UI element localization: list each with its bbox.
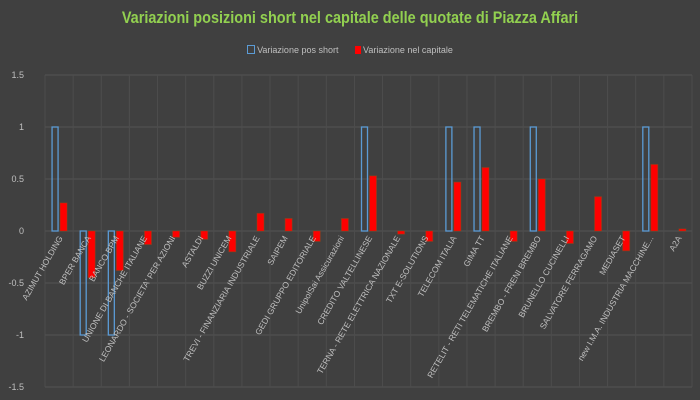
x-tick-label: CREDITO VALTELLINESE bbox=[315, 234, 374, 327]
bar-variazione-capitale bbox=[172, 230, 181, 238]
bar-variazione-pos-short bbox=[79, 230, 87, 336]
x-tick-label: AZIMUT HOLDING bbox=[20, 234, 65, 302]
x-tick-label: MEDIASET bbox=[597, 234, 627, 277]
y-tick-label: 0.5 bbox=[11, 174, 24, 184]
bar-variazione-pos-short bbox=[360, 126, 369, 232]
bar-variazione-pos-short bbox=[107, 230, 115, 336]
y-tick-label: -1.5 bbox=[8, 382, 24, 392]
bar-variazione-pos-short bbox=[473, 126, 481, 232]
bar-variazione-capitale bbox=[256, 212, 265, 232]
bar-variazione-capitale bbox=[228, 230, 237, 253]
bar-variazione-capitale bbox=[509, 230, 518, 242]
bar-variazione-pos-short bbox=[529, 126, 537, 232]
bar-variazione-capitale bbox=[678, 228, 687, 232]
x-tick-label: BRUNELLO CUCINELLI bbox=[516, 234, 571, 319]
x-tick-label: A2A bbox=[667, 234, 684, 253]
y-tick-label: -0.5 bbox=[8, 278, 24, 288]
bar-variazione-pos-short bbox=[642, 126, 650, 232]
y-tick-label: 0 bbox=[19, 226, 24, 236]
bar-variazione-capitale bbox=[143, 230, 152, 246]
bar-variazione-pos-short bbox=[51, 126, 59, 232]
bar-variazione-capitale bbox=[87, 230, 96, 279]
bar-variazione-capitale bbox=[622, 230, 631, 252]
bar-variazione-capitale bbox=[200, 230, 209, 240]
bar-variazione-capitale bbox=[481, 167, 490, 232]
bar-variazione-capitale bbox=[453, 181, 462, 232]
x-tick-label: GIMA TT bbox=[461, 234, 487, 268]
bar-variazione-capitale bbox=[312, 230, 321, 242]
chart-title: Variazioni posizioni short nel capitale … bbox=[121, 8, 579, 27]
y-tick-label: 1 bbox=[19, 122, 24, 132]
legend-swatch-short bbox=[247, 45, 256, 55]
bar-variazione-capitale bbox=[340, 218, 349, 232]
y-tick-label: -1 bbox=[16, 330, 24, 340]
bar-variazione-capitale bbox=[284, 218, 293, 232]
x-tick-label: ASTALDI bbox=[179, 234, 205, 269]
y-tick-label: 1.5 bbox=[11, 70, 24, 80]
bar-variazione-pos-short bbox=[445, 126, 453, 232]
legend: Variazione pos short Variazione nel capi… bbox=[0, 44, 700, 55]
x-tick-label: SALVATORE FERRAGAMO bbox=[538, 234, 600, 331]
bar-variazione-capitale bbox=[537, 178, 546, 232]
bar-variazione-capitale bbox=[565, 230, 574, 244]
bar-variazione-capitale bbox=[369, 175, 377, 232]
bar-variazione-capitale bbox=[594, 196, 603, 232]
bar-variazione-capitale bbox=[397, 230, 406, 235]
x-tick-label: SAIPEM bbox=[265, 234, 290, 267]
legend-label-capitale: Variazione nel capitale bbox=[363, 44, 453, 55]
bar-variazione-capitale bbox=[425, 230, 434, 242]
bar-variazione-capitale bbox=[650, 163, 659, 232]
bar-variazione-capitale bbox=[59, 202, 68, 232]
legend-label-short: Variazione pos short bbox=[257, 44, 339, 55]
legend-swatch-capitale bbox=[355, 45, 361, 54]
bar-variazione-capitale bbox=[115, 230, 124, 272]
